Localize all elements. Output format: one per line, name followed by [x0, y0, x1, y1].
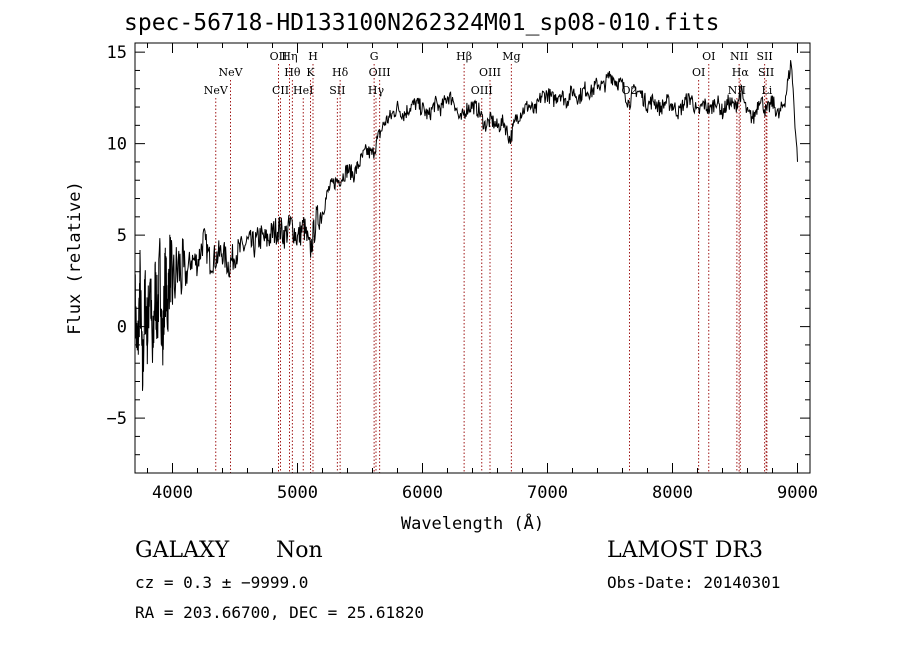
line-marker-label-17: Mg: [502, 50, 520, 63]
line-marker-label-4: Hη: [281, 50, 297, 63]
line-marker-label-19: OI: [702, 50, 715, 63]
y-tick-label-3: 10: [107, 135, 127, 155]
x-tick-label-0: 4000: [152, 483, 193, 503]
line-marker-label-16: OIII: [471, 84, 493, 97]
line-marker-label-2: OII: [270, 50, 288, 63]
object-subclass: Non: [276, 538, 323, 563]
line-marker-label-0: NeV: [204, 84, 229, 97]
line-marker-label-22: Hα: [732, 66, 750, 79]
x-tick-label-4: 8000: [652, 483, 693, 503]
emission-line-markers: NeV NeV OII CII Hη Hθ HeI HK Hδ SII G OIII Hγ Hβ OIII O…: [204, 50, 774, 473]
y-axis-label: Flux (relative): [65, 181, 85, 335]
x-tick-label-5: 9000: [777, 483, 818, 503]
x-tick-label-2: 6000: [402, 483, 443, 503]
line-marker-label-8: K: [306, 66, 315, 79]
y-tick-label-4: 15: [107, 43, 127, 63]
flux-series-line: [134, 60, 798, 391]
line-marker-label-9: Hδ: [332, 66, 349, 79]
line-marker-label-10: SII: [329, 84, 345, 97]
line-marker-label-13: Hγ: [368, 84, 385, 97]
plot-frame: [134, 42, 811, 474]
line-marker-label-3: CII: [272, 84, 289, 97]
line-marker-label-7: H: [308, 50, 318, 63]
redshift-line: cz = 0.3 ± −9999.0: [135, 573, 309, 592]
obs-date: Obs-Date: 20140301: [607, 573, 781, 592]
x-axis-label: Wavelength (Å): [401, 512, 544, 534]
x-tick-label-3: 7000: [527, 483, 568, 503]
coordinates: RA = 203.66700, DEC = 25.61820: [135, 603, 424, 622]
line-marker-label-5: Hθ: [284, 66, 301, 79]
line-marker-label-26: Li: [761, 84, 772, 97]
line-marker-label-11: G: [370, 50, 379, 63]
line-marker-label-15: OIII: [479, 66, 501, 79]
survey-name: LAMOST DR3: [607, 538, 763, 563]
line-marker-label-21: NII: [730, 50, 748, 63]
line-marker-label-25: SII: [758, 66, 774, 79]
x-tick-label-1: 5000: [277, 483, 318, 503]
y-tick-label-2: 5: [117, 226, 127, 246]
line-marker-label-14: Hβ: [456, 50, 472, 63]
y-tick-label-0: −5: [107, 409, 127, 429]
line-marker-label-6: HeI: [293, 84, 313, 97]
line-marker-label-24: SII: [757, 50, 773, 63]
line-marker-label-20: OI: [692, 66, 705, 79]
line-marker-label-23: NII: [728, 84, 746, 97]
object-class: GALAXY: [135, 538, 230, 563]
chart-title: spec-56718-HD133100N262324M01_sp08-010.f…: [124, 10, 720, 36]
y-tick-label-1: 0: [117, 318, 127, 338]
x-axis-ticks: 4000 5000 6000 7000 8000 9000: [147, 43, 818, 503]
line-marker-label-1: NeV: [218, 66, 243, 79]
line-marker-label-12: OIII: [369, 66, 391, 79]
